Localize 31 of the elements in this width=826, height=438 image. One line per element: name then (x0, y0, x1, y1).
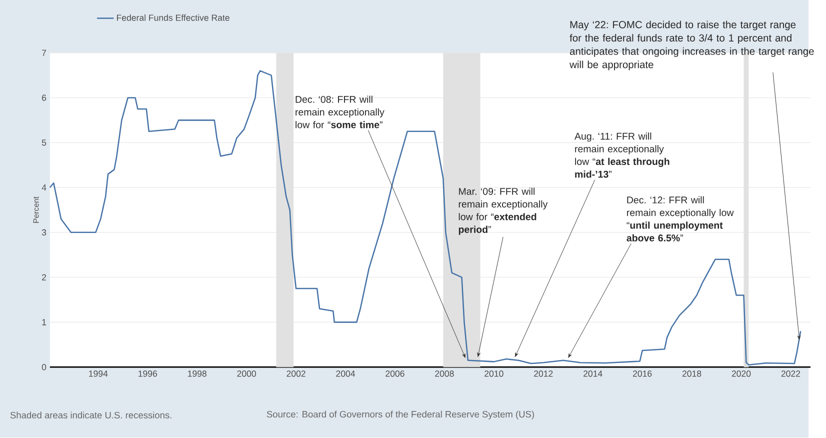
y-tick-label: 6 (42, 94, 46, 102)
y-tick-label: 1 (42, 319, 46, 326)
x-tick-label: 1996 (138, 370, 157, 377)
x-tick-label: 2008 (435, 370, 454, 377)
x-tick-label: 2018 (682, 370, 702, 377)
annotation: Aug. ‘11: FFR will remain exceptionally low “at least through mid-’13” (574, 132, 670, 178)
annotation: Dec. ‘08: FFR will remain exceptionally low for “some time” (296, 96, 384, 128)
y-tick-label: 5 (42, 140, 46, 146)
y-tick-label: 7 (42, 50, 46, 56)
x-tick-label: 2000 (237, 370, 256, 377)
x-tick-label: 2006 (386, 370, 404, 377)
x-tick-label: 2020 (732, 370, 751, 377)
x-tick-label: 2010 (484, 370, 504, 377)
x-tick-label: 2012 (534, 370, 553, 377)
legend-label: Federal Funds Effective Rate (116, 14, 230, 22)
annotation: Mar. ‘09: FFR will remain exceptionally low for “extended period” (458, 188, 548, 236)
x-tick-label: 1998 (188, 370, 206, 377)
annotation: Dec. ‘12: FFR will remain exceptionally low “until unemployment above 6.5%” (626, 196, 734, 242)
y-tick-label: 3 (42, 230, 46, 236)
y-tick-label: 0 (42, 364, 46, 370)
annotation: May ‘22: FOMC decided to raise the target range for the federal funds rate to 3/4 to 1 percent and anticipates that ongoing increases in the target range will be appropriate (570, 20, 814, 70)
x-tick-label: 2014 (584, 370, 602, 377)
x-tick-label: 2002 (286, 370, 306, 377)
y-tick-label: 4 (42, 184, 46, 191)
source-note: Source: Board of Governors of the Federal Reserve System (US) (266, 410, 534, 420)
x-tick-label: 2016 (632, 370, 652, 377)
x-tick-label: 1994 (89, 370, 108, 377)
x-tick-label: 2004 (336, 370, 355, 377)
x-tick-label: 2022 (781, 370, 800, 377)
text: Shaded areas indicate U.S. recessions. (10, 412, 172, 419)
y-tick-label: 2 (42, 274, 46, 281)
